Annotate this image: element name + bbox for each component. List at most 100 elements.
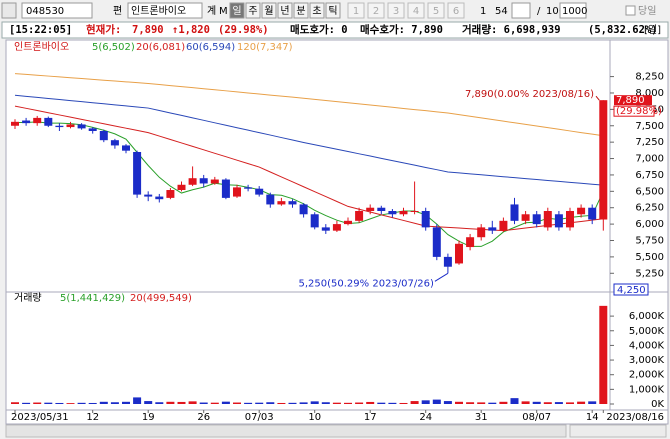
value[interactable]: 1000 (562, 6, 587, 17)
period-label[interactable]: 분 (296, 5, 305, 17)
y-tick-label: 0K (651, 399, 664, 410)
number-button[interactable] (427, 2, 445, 19)
number-button[interactable] (367, 2, 385, 19)
candle-body (255, 188, 264, 195)
ask: 매도호가: 0 (290, 23, 348, 36)
number-button[interactable] (447, 2, 465, 19)
candle-body (144, 194, 153, 197)
volume-bar (499, 401, 508, 404)
price: 7,890 (132, 24, 164, 36)
period-button[interactable] (245, 2, 261, 19)
candle-body (277, 201, 286, 205)
price-panel (5, 39, 669, 293)
volume-bar (588, 401, 597, 404)
number-label[interactable]: 4 (413, 6, 419, 17)
today[interactable]: 당일 (638, 5, 656, 17)
period-label[interactable]: 틱 (328, 5, 337, 17)
candle-body (266, 194, 275, 205)
volume-bar (66, 403, 75, 404)
volume-bar (488, 402, 497, 404)
volume-legend: 거래량 (14, 292, 42, 304)
info-bar (1, 21, 669, 39)
candle-body (455, 243, 463, 264)
period-label[interactable]: 일 (232, 5, 241, 17)
number-label[interactable]: 5 (433, 6, 439, 17)
volume-bar (166, 401, 175, 404)
volume-bar (221, 401, 230, 404)
volume-bar (410, 401, 419, 404)
volume-bar (44, 402, 53, 404)
period-button[interactable] (277, 2, 293, 19)
number-button[interactable] (387, 2, 405, 19)
x-tick-label: 26 (197, 412, 210, 423)
number-button[interactable] (347, 2, 365, 19)
y-tick-label: 8,000 (635, 88, 664, 99)
period-button[interactable] (229, 2, 245, 19)
period-label[interactable]: 초 (312, 5, 321, 17)
volume-bar (288, 402, 297, 404)
toolbar-button[interactable]: 계 (207, 5, 216, 17)
x-tick-label: 2023/05/31 (11, 412, 69, 423)
name-box (127, 2, 203, 19)
candle-body (588, 207, 597, 220)
volume-bar (543, 402, 552, 404)
period-label[interactable]: 주 (248, 6, 257, 17)
volume-bar (388, 402, 397, 404)
count-box[interactable] (511, 2, 531, 19)
candle-body (332, 224, 341, 231)
number-label[interactable]: 1 (353, 6, 359, 17)
volume-bar (510, 398, 519, 404)
mode[interactable]: [일] (644, 24, 661, 36)
candle-body (366, 207, 375, 211)
candle-body (310, 214, 319, 228)
volume-bar (122, 401, 130, 404)
count[interactable]: 54 (495, 6, 508, 17)
candle-body (432, 227, 441, 257)
candle-body (177, 184, 186, 191)
code-input[interactable] (21, 2, 93, 19)
period-button[interactable] (309, 2, 325, 19)
price-tag-text: (29.98%) (616, 106, 662, 117)
volume-bar (133, 397, 142, 404)
legend-entry: 120(7,347) (237, 42, 293, 53)
candle-body (188, 178, 197, 185)
volume-bar (466, 402, 475, 404)
volume-bar (443, 401, 452, 404)
unit-select[interactable]: 1 (480, 6, 486, 17)
candle-body (244, 187, 253, 189)
period-label[interactable]: 월 (264, 5, 273, 17)
zoom-controls[interactable] (569, 424, 667, 438)
checkbox[interactable] (625, 5, 636, 16)
price-tag (614, 95, 652, 106)
cursor-tag-text: 4,250 (617, 285, 646, 296)
legend-entry: 20(6,081) (136, 42, 185, 53)
scrollbar[interactable] (5, 424, 567, 438)
search-button[interactable]: 편 (113, 5, 122, 17)
number-label[interactable]: 3 (393, 6, 399, 17)
value-box[interactable] (559, 2, 587, 19)
toolbar-button[interactable]: M (219, 6, 228, 17)
y-tick-label: 4,000K (629, 340, 665, 351)
number-label[interactable]: 6 (453, 6, 459, 17)
number-label[interactable]: 2 (373, 6, 379, 17)
period-button[interactable] (293, 2, 309, 19)
y-tick-label: 6,000 (635, 219, 664, 230)
volume-bar (455, 401, 463, 404)
legend-entry: 60(6,594) (186, 42, 235, 53)
candle-body (122, 145, 130, 151)
number-button[interactable] (407, 2, 425, 19)
change-pct: (29.98%) (218, 24, 269, 36)
volume-bar (377, 402, 386, 404)
period-button[interactable] (261, 2, 277, 19)
nav-button[interactable] (1, 2, 17, 19)
price-tag (613, 105, 655, 117)
period-button[interactable] (325, 2, 341, 19)
candle-body (166, 190, 175, 198)
period-label[interactable]: 년 (280, 5, 289, 17)
candle-body (199, 178, 208, 184)
y-tick-label: 6,250 (635, 203, 664, 214)
x-tick-label: 08/07 (522, 412, 551, 423)
moving-average (14, 73, 604, 137)
candle-body (599, 100, 608, 220)
candle-body (99, 131, 108, 141)
